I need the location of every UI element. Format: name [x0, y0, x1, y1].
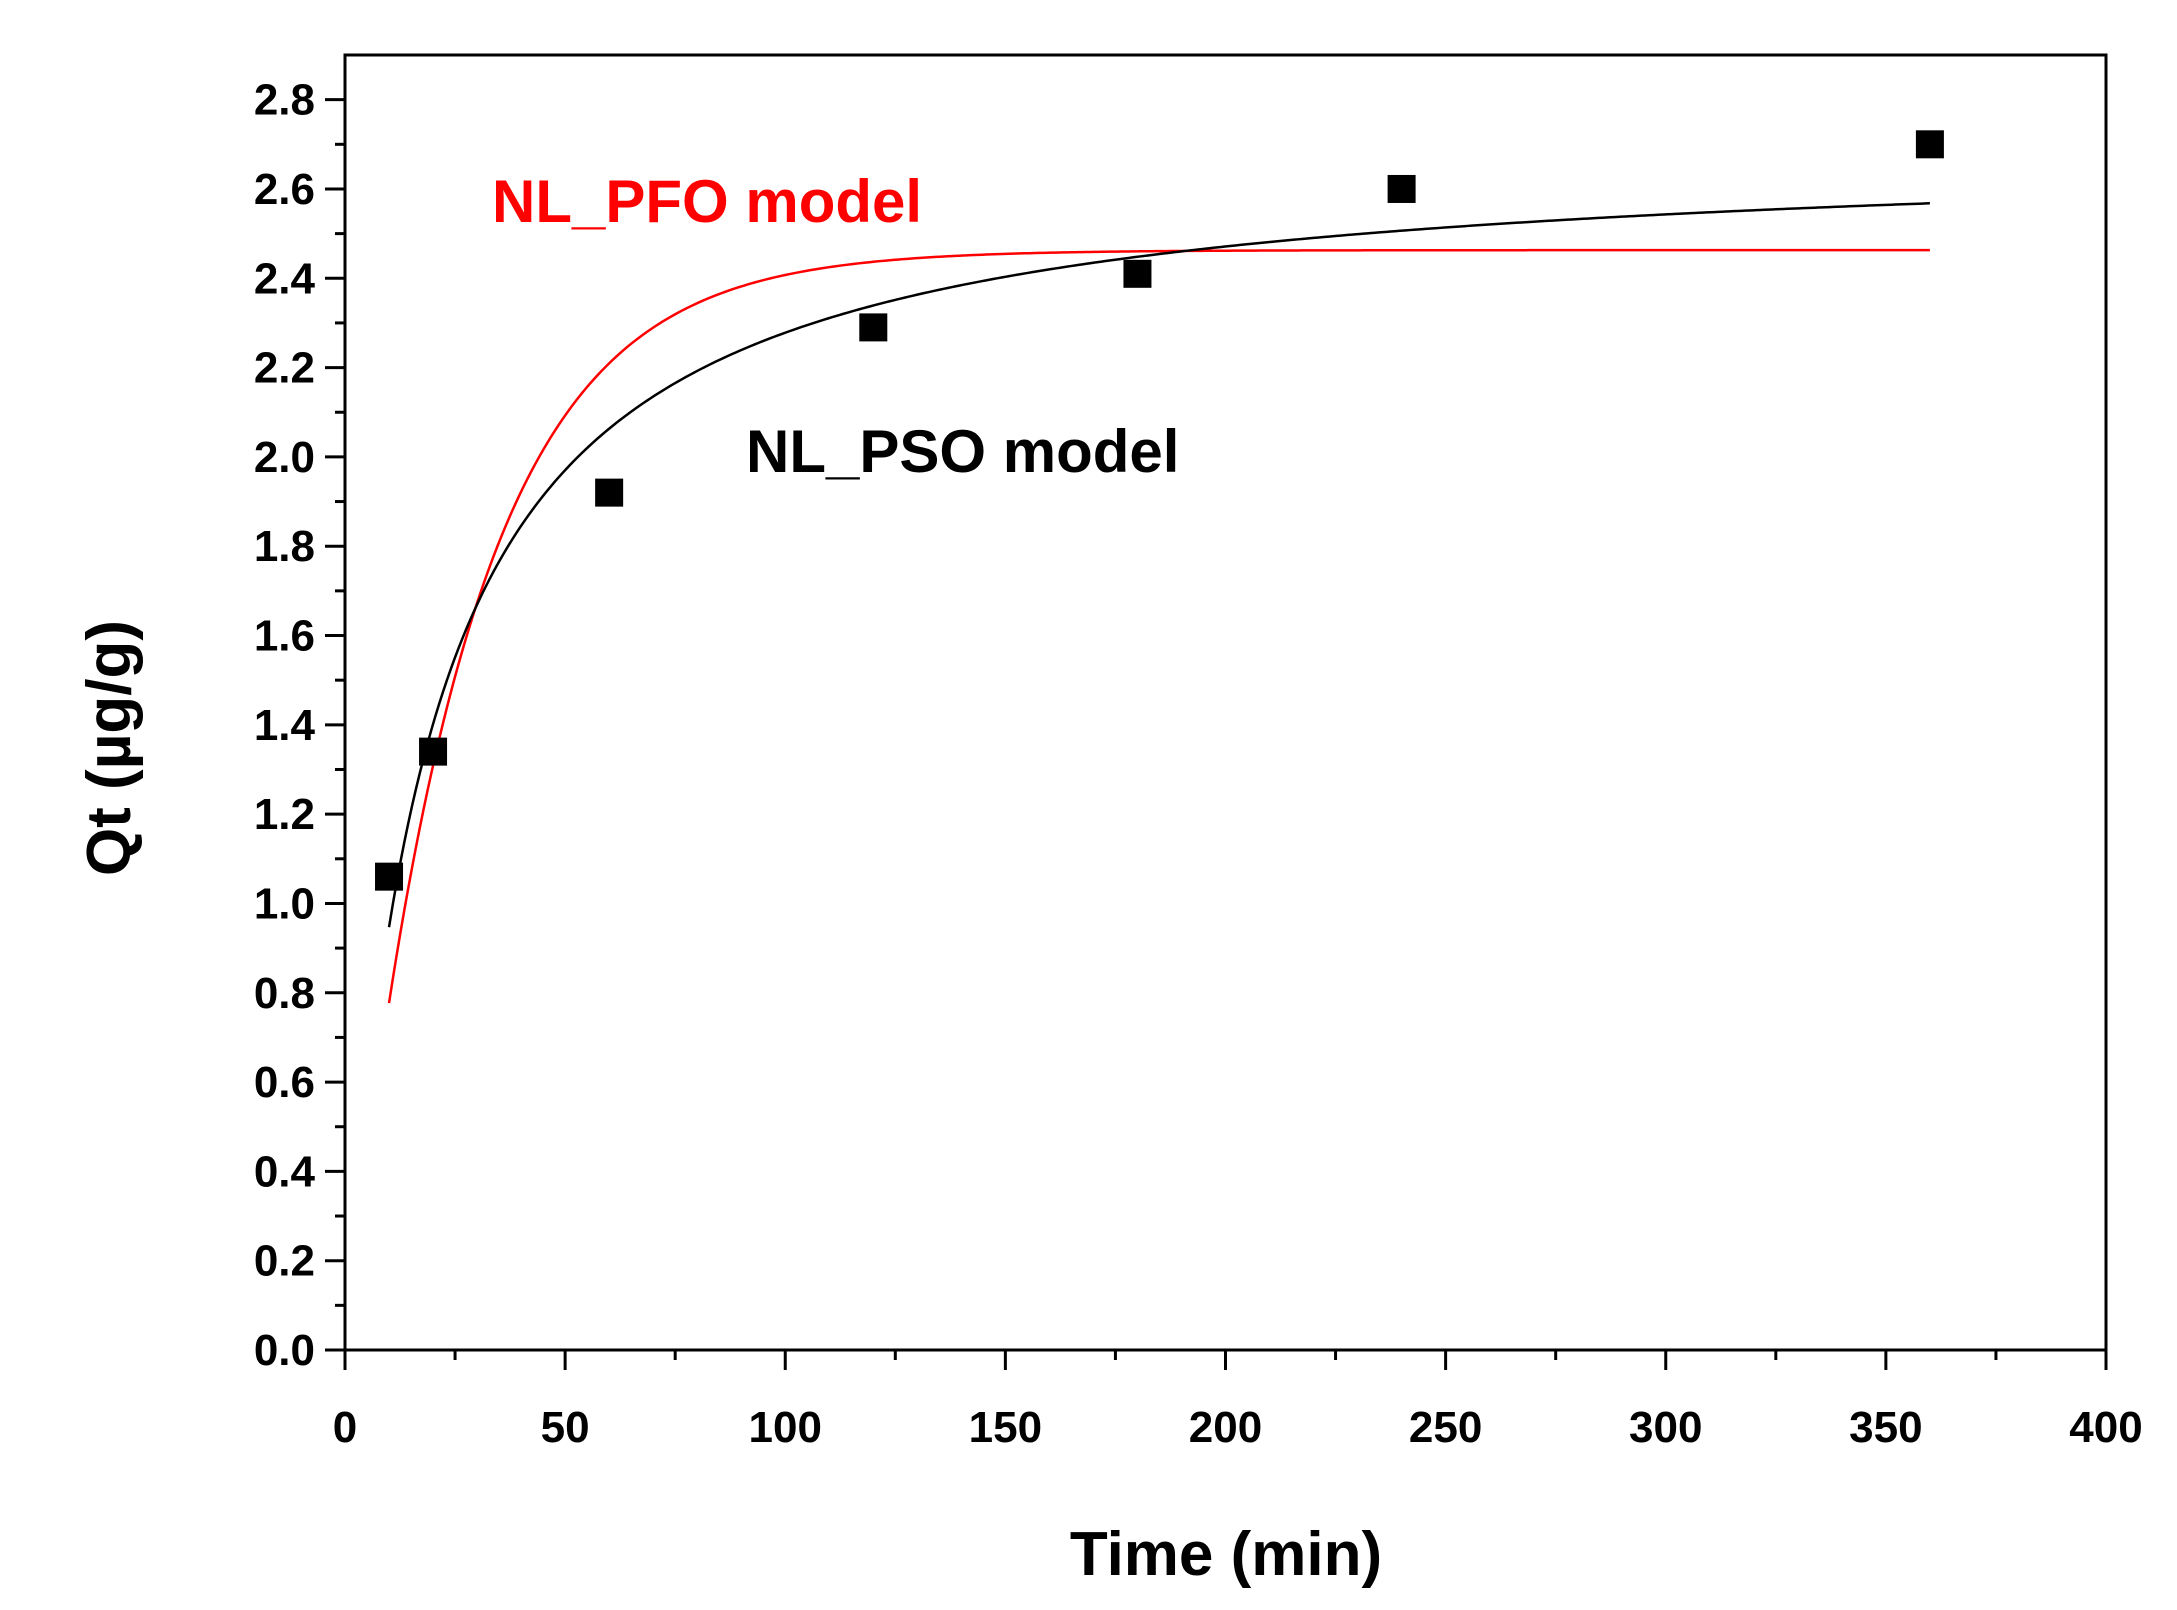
y-tick-label: 1.6	[254, 612, 315, 661]
data-point	[375, 862, 404, 891]
data-point	[1387, 174, 1416, 203]
y-tick-label: 1.2	[254, 790, 315, 839]
y-tick-label: 1.8	[254, 522, 315, 571]
y-tick-label: 0.8	[254, 969, 315, 1018]
y-tick-label: 2.0	[254, 433, 315, 482]
series-line-nl-pfo-model	[387, 248, 1930, 1004]
x-tick-label: 200	[1189, 1403, 1262, 1452]
y-tick-label: 2.2	[254, 344, 315, 393]
x-tick-label: 50	[541, 1403, 590, 1452]
y-tick-label: 0.6	[254, 1058, 315, 1107]
x-tick-label: 0	[333, 1403, 357, 1452]
x-tick-label: 400	[2069, 1403, 2142, 1452]
x-tick-label: 150	[969, 1403, 1042, 1452]
y-tick-label: 1.0	[254, 879, 315, 928]
annotation-pso: NL_PSO model	[746, 418, 1179, 485]
y-axis-title: Qt (µg/g)	[75, 620, 144, 876]
x-axis: 0 50 100 150 200 250 300 350 400	[333, 1350, 2143, 1452]
x-tick-label: 350	[1849, 1403, 1922, 1452]
series-layer	[375, 130, 1944, 1004]
y-tick-label: 0.2	[254, 1237, 315, 1286]
x-tick-label: 300	[1629, 1403, 1702, 1452]
y-tick-label: 2.4	[254, 254, 316, 303]
y-tick-label: 0.0	[254, 1326, 315, 1375]
data-point	[419, 737, 448, 766]
series-line-nl-pso-model	[387, 202, 1930, 928]
y-axis: 0.0 0.2 0.4 0.6 0.8 1.0 1.2 1.4 1.6 1.8 2.0 2.2 2.4 2…	[254, 76, 345, 1375]
x-tick-label: 100	[749, 1403, 822, 1452]
data-point	[1915, 130, 1944, 159]
x-axis-title: Time (min)	[1070, 1520, 1382, 1589]
y-tick-label: 0.4	[254, 1147, 316, 1196]
y-tick-label: 2.6	[254, 165, 315, 214]
annotation-pfo: NL_PFO model	[492, 168, 922, 235]
data-point	[595, 478, 624, 507]
y-tick-label: 1.4	[254, 701, 316, 750]
x-tick-label: 250	[1409, 1403, 1482, 1452]
data-point	[1123, 259, 1152, 288]
y-tick-label: 2.8	[254, 76, 315, 125]
data-point	[859, 313, 888, 342]
